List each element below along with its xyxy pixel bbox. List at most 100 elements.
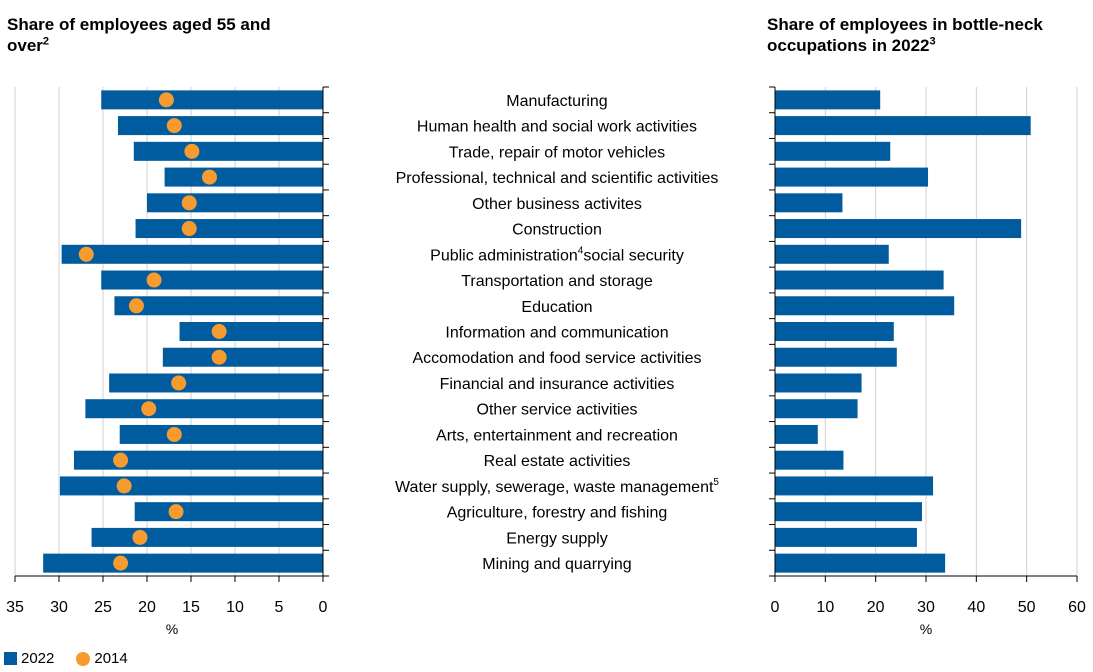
left-x-axis-label: %	[166, 621, 178, 637]
category-label: Water supply, sewerage, waste management…	[395, 477, 719, 496]
left-dot-2014	[141, 401, 157, 417]
right-x-axis-label: %	[920, 621, 932, 637]
right-bar-2022	[775, 347, 897, 367]
left-bar-2022	[164, 167, 323, 187]
right-panel-title: Share of employees in bottle-neck occupa…	[767, 15, 1043, 55]
right-bar-2022	[775, 116, 1031, 136]
category-label: Trade, repair of motor vehicles	[449, 144, 665, 161]
right-bar-2022	[775, 193, 843, 213]
right-x-tick-label: 30	[917, 599, 935, 616]
left-panel-title: Share of employees aged 55 and over2	[7, 15, 271, 55]
left-bar-2022	[179, 322, 323, 341]
right-bar-2022	[775, 90, 881, 110]
left-dot-2014	[211, 349, 227, 365]
right-bar-2022	[775, 219, 1022, 239]
left-bar-2022	[119, 424, 323, 444]
left-bar-2022	[101, 90, 324, 110]
category-label: Energy supply	[506, 530, 607, 547]
left-dot-2014	[116, 478, 132, 494]
right-bar-2022	[775, 476, 934, 496]
category-label: Information and communication	[445, 325, 668, 342]
left-dot-2014	[171, 375, 187, 391]
left-x-tick-label: 10	[226, 599, 244, 616]
left-dot-2014	[201, 169, 217, 185]
left-bar-2022	[147, 193, 323, 213]
left-bar-2022	[135, 219, 323, 239]
category-label: Manufacturing	[506, 93, 607, 110]
left-x-tick-label: 35	[6, 599, 24, 616]
left-dot-2014	[158, 92, 174, 108]
legend-2014-swatch	[76, 651, 91, 666]
left-bar-2022	[43, 553, 323, 573]
right-x-tick-label: 0	[771, 599, 780, 616]
category-label: Public administration4social security	[430, 245, 684, 264]
category-label: Construction	[512, 222, 602, 239]
left-dot-2014	[168, 504, 184, 520]
category-label: Mining and quarrying	[482, 556, 631, 573]
right-bar-2022	[775, 373, 862, 393]
left-dot-2014	[113, 555, 129, 571]
left-bar-2022	[114, 296, 323, 316]
left-x-tick-label: 15	[182, 599, 200, 616]
right-bar-2022	[775, 502, 922, 522]
left-dot-2014	[184, 143, 200, 159]
left-dot-2014	[166, 426, 182, 442]
right-bar-2022	[775, 527, 917, 547]
left-x-tick-label: 25	[94, 599, 112, 616]
left-bar-2022	[85, 399, 324, 419]
left-dot-2014	[132, 529, 148, 545]
category-label: Other service activities	[477, 402, 638, 419]
left-dot-2014	[146, 272, 162, 288]
left-bar-2022	[134, 502, 323, 522]
left-bar-2022	[109, 373, 323, 393]
right-bar-2022	[775, 322, 894, 341]
right-x-tick-label: 40	[967, 599, 985, 616]
left-bar-2022	[59, 476, 323, 496]
left-dot-2014	[211, 324, 227, 339]
right-bar-2022	[775, 167, 929, 187]
right-bar-2022	[775, 399, 858, 419]
legend-2022-label: 2022	[21, 650, 55, 667]
category-label: Professional, technical and scientific a…	[396, 170, 719, 187]
category-label: Agriculture, forestry and fishing	[447, 505, 668, 522]
category-label: Real estate activities	[484, 453, 631, 470]
right-bar-2022	[775, 270, 944, 290]
left-bar-2022	[91, 527, 323, 547]
legend: 2022 2014	[4, 650, 128, 667]
legend-2014-label: 2014	[94, 650, 128, 667]
left-dot-2014	[78, 246, 94, 262]
legend-2022-swatch	[4, 652, 17, 665]
right-bar-2022	[775, 450, 844, 470]
left-bar-2022	[133, 141, 323, 161]
left-dot-2014	[181, 195, 197, 211]
right-x-tick-label: 10	[816, 599, 834, 616]
right-bar-2022	[775, 244, 889, 264]
left-x-tick-label: 20	[138, 599, 156, 616]
left-x-tick-label: 5	[275, 599, 284, 616]
category-label: Financial and insurance activities	[440, 376, 675, 393]
category-label: Arts, entertainment and recreation	[436, 427, 678, 444]
left-bar-2022	[101, 270, 324, 290]
left-bar-2022	[117, 116, 324, 136]
right-x-tick-label: 20	[867, 599, 885, 616]
right-x-tick-label: 50	[1018, 599, 1036, 616]
right-bar-2022	[775, 296, 955, 316]
right-bar-2022	[775, 424, 818, 444]
left-x-tick-label: 30	[50, 599, 68, 616]
right-x-tick-label: 60	[1068, 599, 1086, 616]
category-label: Transportation and storage	[461, 273, 653, 290]
right-bar-2022	[775, 553, 946, 573]
left-dot-2014	[181, 221, 197, 237]
right-bar-2022	[775, 141, 891, 161]
left-bar-2022	[61, 244, 323, 264]
category-label: Education	[521, 299, 592, 316]
chart-canvas: Manufacturing Human health and social wor…	[6, 86, 1086, 637]
left-x-tick-label: 0	[319, 599, 328, 616]
left-dot-2014	[166, 118, 182, 134]
left-bar-2022	[73, 450, 324, 470]
left-dot-2014	[128, 298, 144, 314]
left-dot-2014	[113, 452, 129, 468]
category-label: Other business activites	[472, 196, 642, 213]
category-label: Accomodation and food service activities	[412, 350, 701, 367]
category-label: Human health and social work activities	[417, 119, 697, 136]
